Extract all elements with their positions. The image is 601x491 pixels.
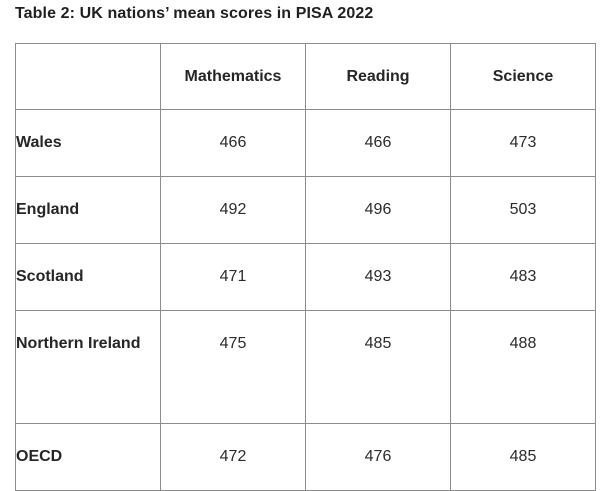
cell-scotland-reading: 493 xyxy=(305,243,451,311)
cell-england-science: 503 xyxy=(450,176,596,244)
table-caption: Table 2: UK nations’ mean scores in PISA… xyxy=(15,5,374,22)
table-row: Scotland 471 493 483 xyxy=(15,243,596,311)
row-label-scotland: Scotland xyxy=(15,243,161,311)
header-cell-empty xyxy=(15,43,161,110)
cell-scotland-science: 483 xyxy=(450,243,596,311)
table-row: Wales 466 466 473 xyxy=(15,109,596,177)
cell-northern-ireland-reading: 485 xyxy=(305,310,451,424)
table-row: England 492 496 503 xyxy=(15,176,596,244)
header-cell-science: Science xyxy=(450,43,596,110)
cell-wales-science: 473 xyxy=(450,109,596,177)
cell-oecd-reading: 476 xyxy=(305,423,451,491)
header-cell-mathematics: Mathematics xyxy=(160,43,306,110)
cell-oecd-science: 485 xyxy=(450,423,596,491)
cell-northern-ireland-mathematics: 475 xyxy=(160,310,306,424)
cell-scotland-mathematics: 471 xyxy=(160,243,306,311)
scores-table: Mathematics Reading Science Wales 466 46… xyxy=(15,43,596,491)
cell-wales-mathematics: 466 xyxy=(160,109,306,177)
header-cell-reading: Reading xyxy=(305,43,451,110)
table-header-row: Mathematics Reading Science xyxy=(15,43,596,110)
cell-england-reading: 496 xyxy=(305,176,451,244)
cell-england-mathematics: 492 xyxy=(160,176,306,244)
table-row: Northern Ireland 475 485 488 xyxy=(15,310,596,424)
row-label-northern-ireland: Northern Ireland xyxy=(15,310,161,424)
row-label-oecd: OECD xyxy=(15,423,161,491)
table-row: OECD 472 476 485 xyxy=(15,423,596,491)
row-label-wales: Wales xyxy=(15,109,161,177)
row-label-england: England xyxy=(15,176,161,244)
cell-wales-reading: 466 xyxy=(305,109,451,177)
cell-oecd-mathematics: 472 xyxy=(160,423,306,491)
cell-northern-ireland-science: 488 xyxy=(450,310,596,424)
